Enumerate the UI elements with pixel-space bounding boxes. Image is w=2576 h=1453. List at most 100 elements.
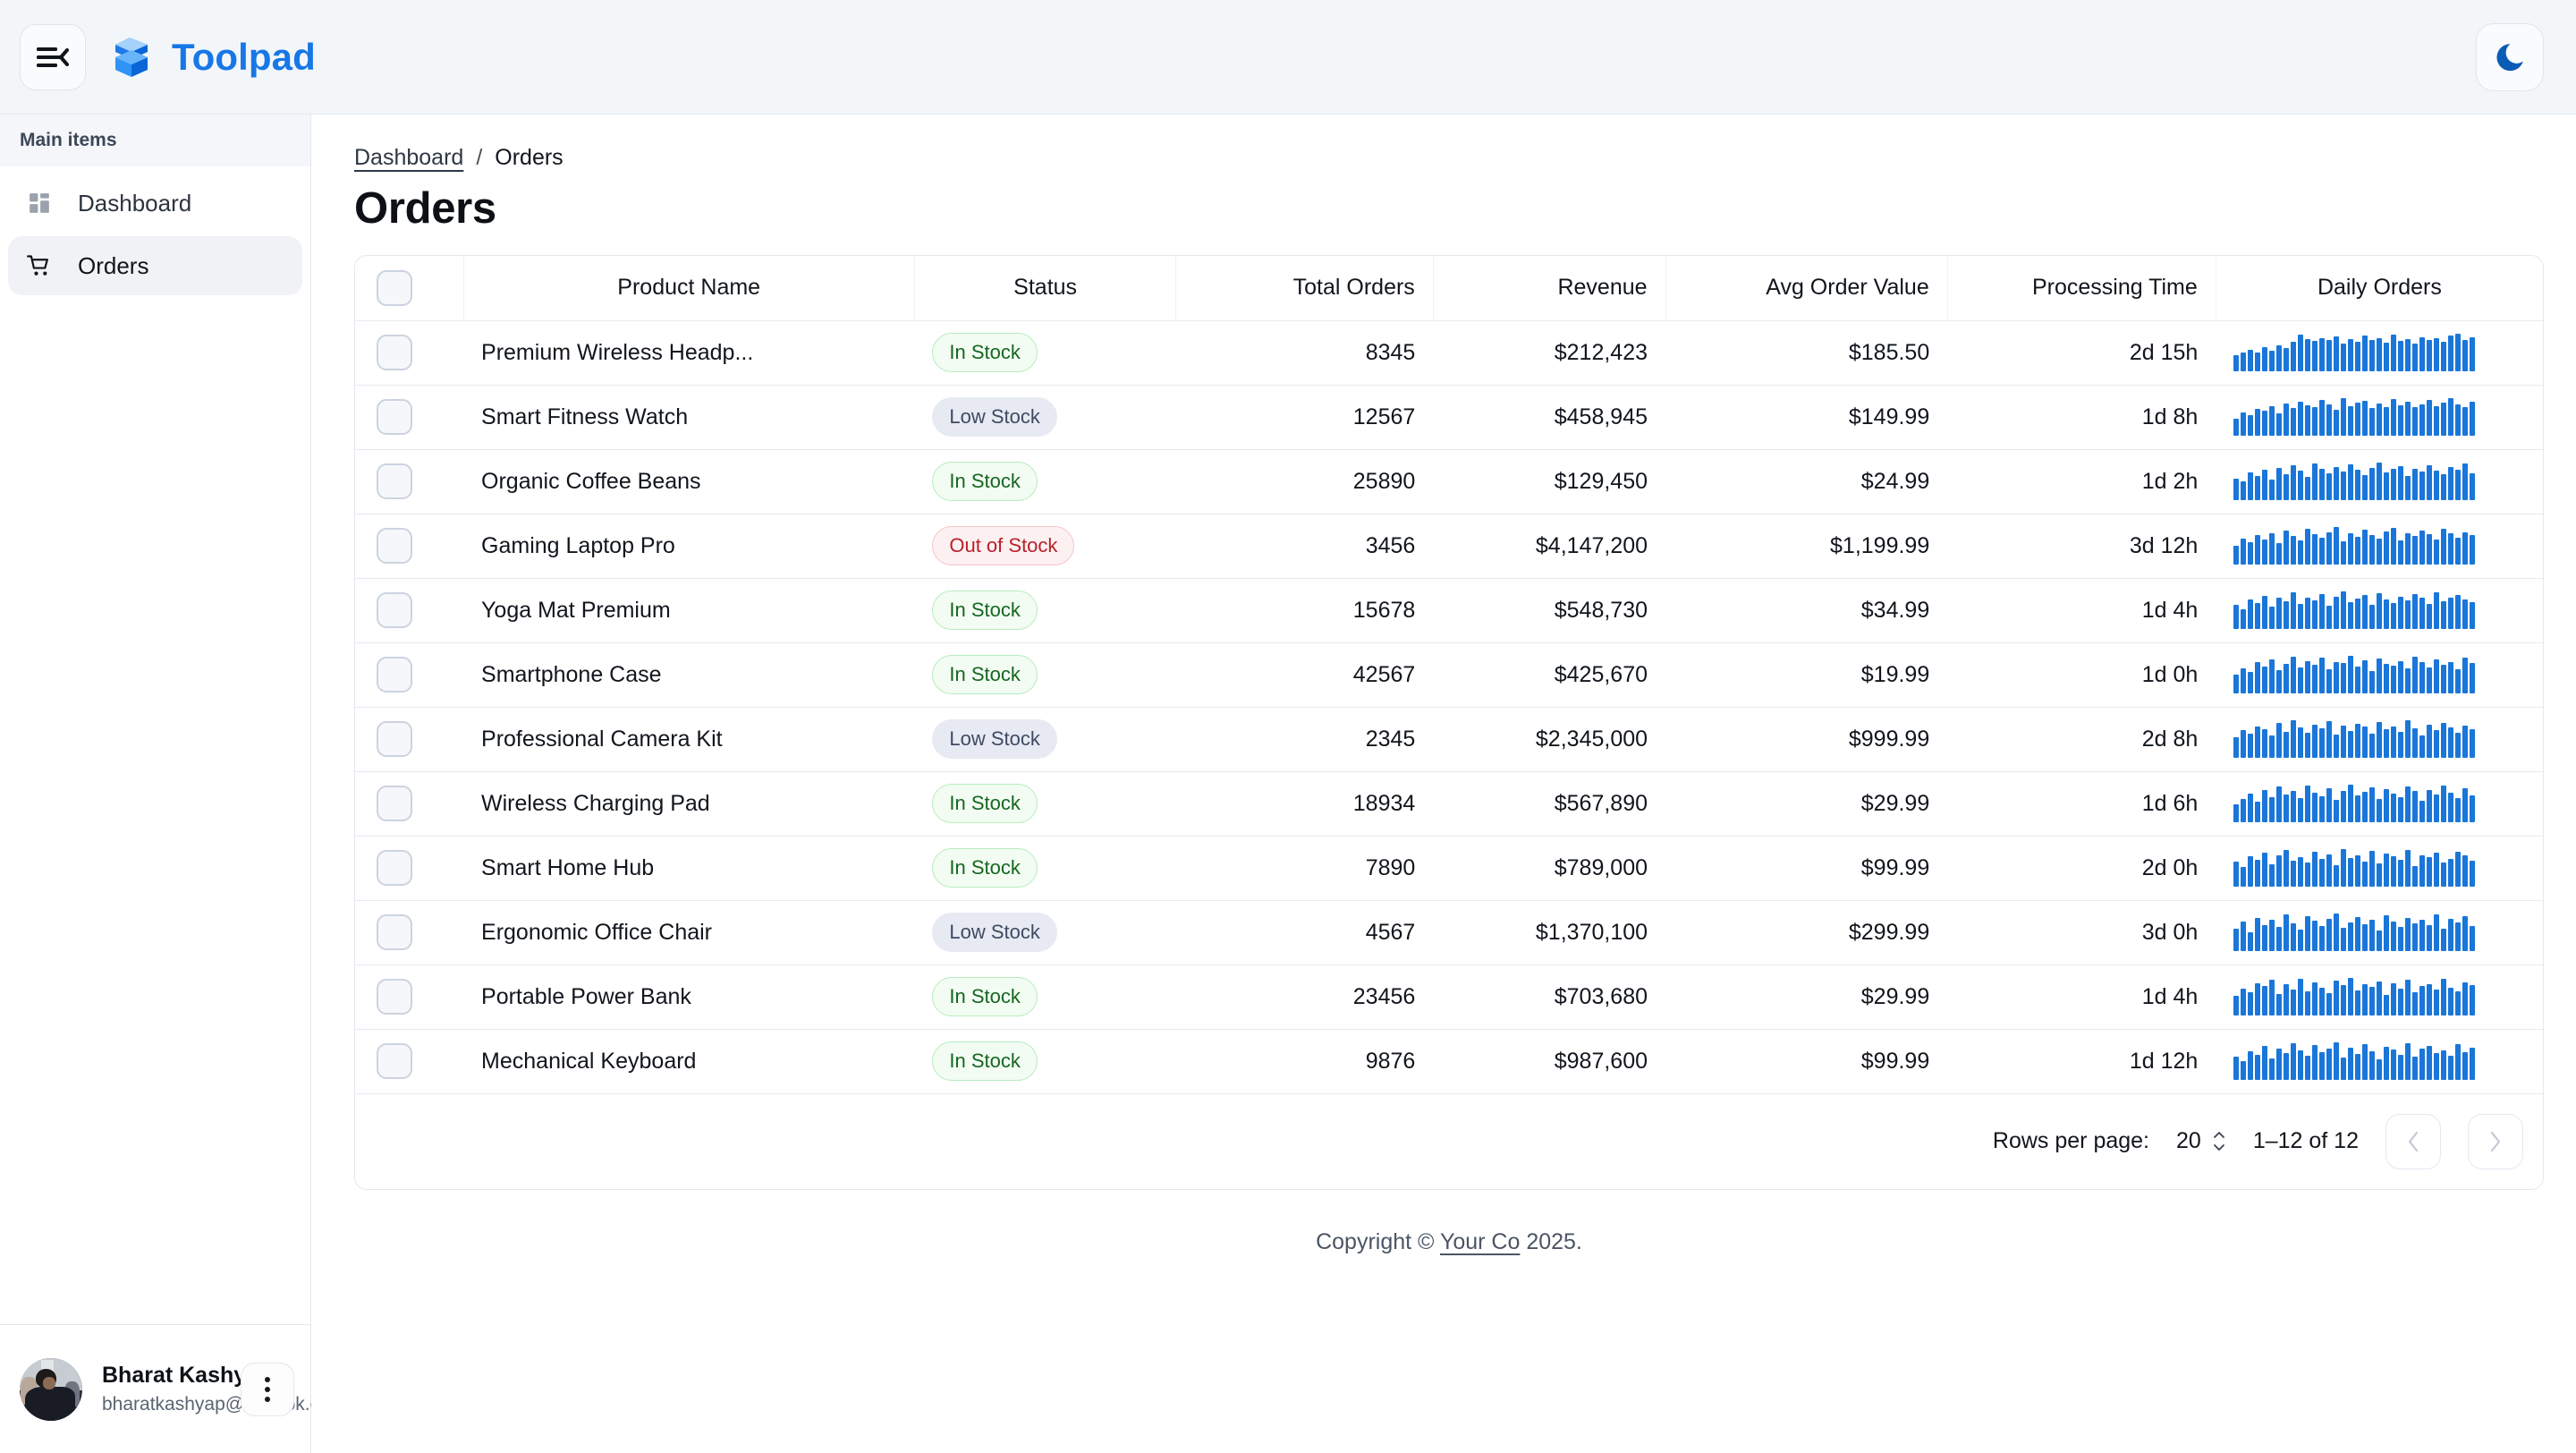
status-badge: In Stock — [932, 462, 1038, 501]
brand[interactable]: Toolpad — [111, 34, 316, 81]
column-daily-orders[interactable]: Daily Orders — [2216, 256, 2543, 321]
menu-collapse-icon — [37, 47, 69, 67]
user-email: bharatkashyap@outlook.com — [102, 1394, 346, 1415]
table-row[interactable]: Smart Fitness Watch Low Stock 12567 $458,94… — [355, 385, 2543, 450]
column-processing-time[interactable]: Processing Time — [1947, 256, 2216, 321]
daily-orders-sparkline — [2233, 720, 2525, 758]
column-product-name[interactable]: Product Name — [463, 256, 915, 321]
rows-per-page-select[interactable]: 20 — [2176, 1128, 2226, 1154]
page-title: Orders — [354, 184, 496, 233]
cell-status: In Stock — [914, 449, 1176, 514]
cell-product-name: Mechanical Keyboard — [463, 1029, 915, 1094]
status-badge: Low Stock — [932, 397, 1057, 437]
table-row[interactable]: Smart Home Hub In Stock 7890 $789,000 $99.99… — [355, 836, 2543, 901]
column-avg-order-value[interactable]: Avg Order Value — [1665, 256, 1948, 321]
theme-toggle-button[interactable] — [2476, 22, 2544, 91]
sidebar-item-dashboard[interactable]: Dashboard — [8, 174, 302, 233]
cell-product-name: Smartphone Case — [463, 642, 915, 708]
user-name: Bharat Kashyap — [102, 1363, 273, 1388]
daily-orders-sparkline — [2233, 463, 2525, 500]
cell-status: Low Stock — [914, 900, 1176, 965]
cell-avg-order-value: $24.99 — [1665, 449, 1948, 514]
table-row[interactable]: Portable Power Bank In Stock 23456 $703,680… — [355, 964, 2543, 1030]
table-row[interactable]: Smartphone Case In Stock 42567 $425,670 $19.… — [355, 642, 2543, 708]
sidebar-collapse-button[interactable] — [20, 23, 86, 90]
row-select-cell — [355, 964, 464, 1030]
column-status[interactable]: Status — [914, 256, 1177, 321]
pagination-range-label: 1–12 of 12 — [2252, 1128, 2359, 1153]
more-vertical-icon — [265, 1376, 270, 1402]
table-body: Premium Wireless Headp... In Stock 8345 $21… — [355, 320, 2543, 1094]
copyright-suffix: 2025. — [1520, 1228, 1582, 1254]
table-row[interactable]: Organic Coffee Beans In Stock 25890 $129,45… — [355, 449, 2543, 514]
next-page-button[interactable] — [2468, 1113, 2523, 1169]
row-checkbox[interactable] — [377, 399, 412, 435]
sidebar-item-label: Orders — [78, 251, 149, 279]
row-select-cell — [355, 578, 464, 643]
table-row[interactable]: Gaming Laptop Pro Out of Stock 3456 $4,147,… — [355, 514, 2543, 579]
cell-processing-time: 2d 0h — [1947, 836, 2216, 901]
row-checkbox[interactable] — [377, 850, 412, 886]
orders-table-card: Product Name Status Total Orders Revenue… — [354, 255, 2544, 1190]
top-app-bar: Toolpad — [0, 0, 2576, 115]
row-checkbox[interactable] — [377, 1043, 412, 1079]
row-select-cell — [355, 514, 464, 579]
cell-processing-time: 2d 8h — [1947, 707, 2216, 772]
cell-daily-orders — [2216, 900, 2543, 965]
user-menu-button[interactable] — [241, 1362, 294, 1416]
rows-per-page-value: 20 — [2176, 1128, 2201, 1153]
row-checkbox[interactable] — [377, 528, 412, 564]
table-row[interactable]: Professional Camera Kit Low Stock 2345 $2,3… — [355, 707, 2543, 772]
cell-total-orders: 15678 — [1175, 578, 1434, 643]
table-row[interactable]: Wireless Charging Pad In Stock 18934 $567,8… — [355, 771, 2543, 837]
row-checkbox[interactable] — [377, 721, 412, 757]
row-select-cell — [355, 771, 464, 837]
row-checkbox[interactable] — [377, 786, 412, 821]
cell-avg-order-value: $99.99 — [1665, 836, 1948, 901]
row-checkbox[interactable] — [377, 914, 412, 950]
row-select-cell — [355, 900, 464, 965]
daily-orders-sparkline — [2233, 591, 2525, 629]
cell-revenue: $703,680 — [1433, 964, 1666, 1030]
status-badge: In Stock — [932, 591, 1038, 630]
row-checkbox[interactable] — [377, 463, 412, 499]
cell-total-orders: 4567 — [1175, 900, 1434, 965]
previous-page-button[interactable] — [2385, 1113, 2441, 1169]
footer-copyright: Copyright © Your Co 2025. — [354, 1229, 2544, 1255]
cell-revenue: $4,147,200 — [1433, 514, 1666, 579]
row-checkbox[interactable] — [377, 592, 412, 628]
cell-product-name: Ergonomic Office Chair — [463, 900, 915, 965]
cell-avg-order-value: $34.99 — [1665, 578, 1948, 643]
row-checkbox[interactable] — [377, 979, 412, 1015]
cell-daily-orders — [2216, 836, 2543, 901]
cell-daily-orders — [2216, 642, 2543, 708]
cell-revenue: $1,370,100 — [1433, 900, 1666, 965]
row-checkbox[interactable] — [377, 657, 412, 693]
cell-status: In Stock — [914, 642, 1176, 708]
row-checkbox[interactable] — [377, 335, 412, 370]
status-badge: In Stock — [932, 333, 1038, 372]
status-badge: In Stock — [932, 977, 1038, 1016]
cell-revenue: $567,890 — [1433, 771, 1666, 837]
daily-orders-sparkline — [2233, 398, 2525, 436]
breadcrumb-dashboard-link[interactable]: Dashboard — [354, 145, 464, 170]
row-select-cell — [355, 642, 464, 708]
table-row[interactable]: Ergonomic Office Chair Low Stock 4567 $1,37… — [355, 900, 2543, 965]
chevron-right-icon — [2490, 1131, 2501, 1151]
select-all-checkbox[interactable] — [377, 269, 412, 306]
table-row[interactable]: Premium Wireless Headp... In Stock 8345 $21… — [355, 320, 2543, 386]
sidebar-item-orders[interactable]: Orders — [8, 236, 302, 295]
column-total-orders[interactable]: Total Orders — [1175, 256, 1434, 321]
cell-daily-orders — [2216, 514, 2543, 579]
column-revenue[interactable]: Revenue — [1433, 256, 1666, 321]
company-link[interactable]: Your Co — [1439, 1228, 1521, 1254]
table-row[interactable]: Yoga Mat Premium In Stock 15678 $548,730 $34… — [355, 578, 2543, 643]
cell-revenue: $548,730 — [1433, 578, 1666, 643]
cell-status: Out of Stock — [914, 514, 1176, 579]
cell-total-orders: 3456 — [1175, 514, 1434, 579]
daily-orders-sparkline — [2233, 334, 2525, 371]
status-badge: Low Stock — [932, 719, 1057, 759]
chevron-updown-icon — [2212, 1131, 2226, 1151]
table-row[interactable]: Mechanical Keyboard In Stock 9876 $987,600 $… — [355, 1029, 2543, 1094]
cell-daily-orders — [2216, 771, 2543, 837]
